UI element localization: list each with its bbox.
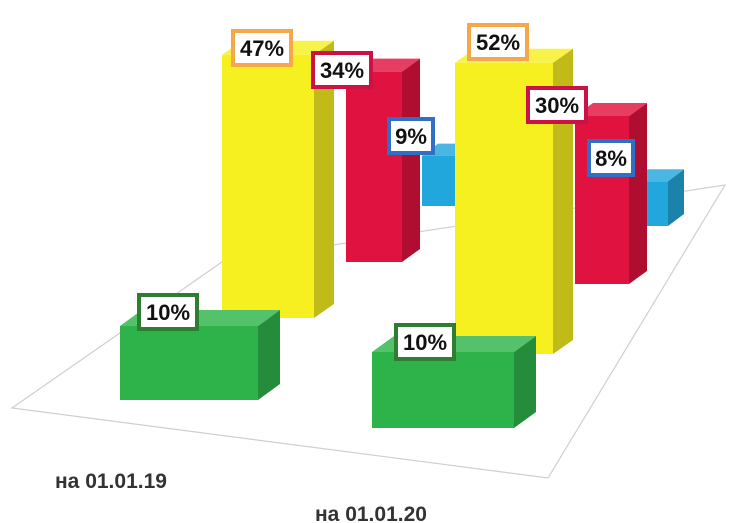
data-label-box <box>526 86 588 124</box>
bar-side <box>629 103 647 284</box>
bar-front <box>422 155 458 206</box>
data-label-text: 52% <box>476 30 520 55</box>
data-label-box <box>311 51 373 89</box>
data-label-text: 30% <box>535 93 579 118</box>
data-label-text: 34% <box>320 58 364 83</box>
bar-front <box>222 54 314 319</box>
data-label-1-3: 8% <box>587 139 635 177</box>
data-label-0-2: 34% <box>311 51 373 89</box>
data-label-text: 9% <box>395 124 427 149</box>
bar-side <box>402 58 420 262</box>
data-label-box <box>467 23 529 61</box>
category-label-0: на 01.01.19 <box>55 470 167 493</box>
data-label-1-1: 52% <box>467 23 529 61</box>
bar-side <box>514 336 536 428</box>
data-label-text: 8% <box>595 146 627 171</box>
bars <box>120 40 684 428</box>
bar-side <box>553 48 573 355</box>
bar-1-1 <box>455 48 573 355</box>
data-label-box <box>387 117 435 155</box>
bar-front <box>455 62 553 355</box>
bar-front <box>120 326 258 400</box>
data-label-box <box>394 323 456 361</box>
bar-front <box>346 71 402 262</box>
data-label-box <box>231 29 293 67</box>
data-label-0-3: 9% <box>387 117 435 155</box>
data-label-1-2: 30% <box>526 86 588 124</box>
bar-side <box>668 169 684 226</box>
bar-side <box>258 310 280 400</box>
bar-0-1 <box>222 40 334 319</box>
bar-side <box>314 40 334 319</box>
bar-top <box>575 103 647 116</box>
category-label-1: на 01.01.20 <box>315 503 427 523</box>
bar-1-2 <box>575 103 647 284</box>
data-label-text: 10% <box>146 300 190 325</box>
data-label-0-0: 10% <box>137 293 199 331</box>
bar-front <box>372 352 514 428</box>
data-label-box <box>587 139 635 177</box>
data-labels: 10% 47% 34% 9% 10% 52% 30% 8% <box>137 23 635 361</box>
data-label-1-0: 10% <box>394 323 456 361</box>
data-label-box <box>137 293 199 331</box>
data-label-0-1: 47% <box>231 29 293 67</box>
category-labels: на 01.01.19 на 01.01.20 <box>55 470 427 523</box>
bar-0-2 <box>346 58 420 262</box>
data-label-text: 47% <box>240 36 284 61</box>
data-label-text: 10% <box>403 330 447 355</box>
